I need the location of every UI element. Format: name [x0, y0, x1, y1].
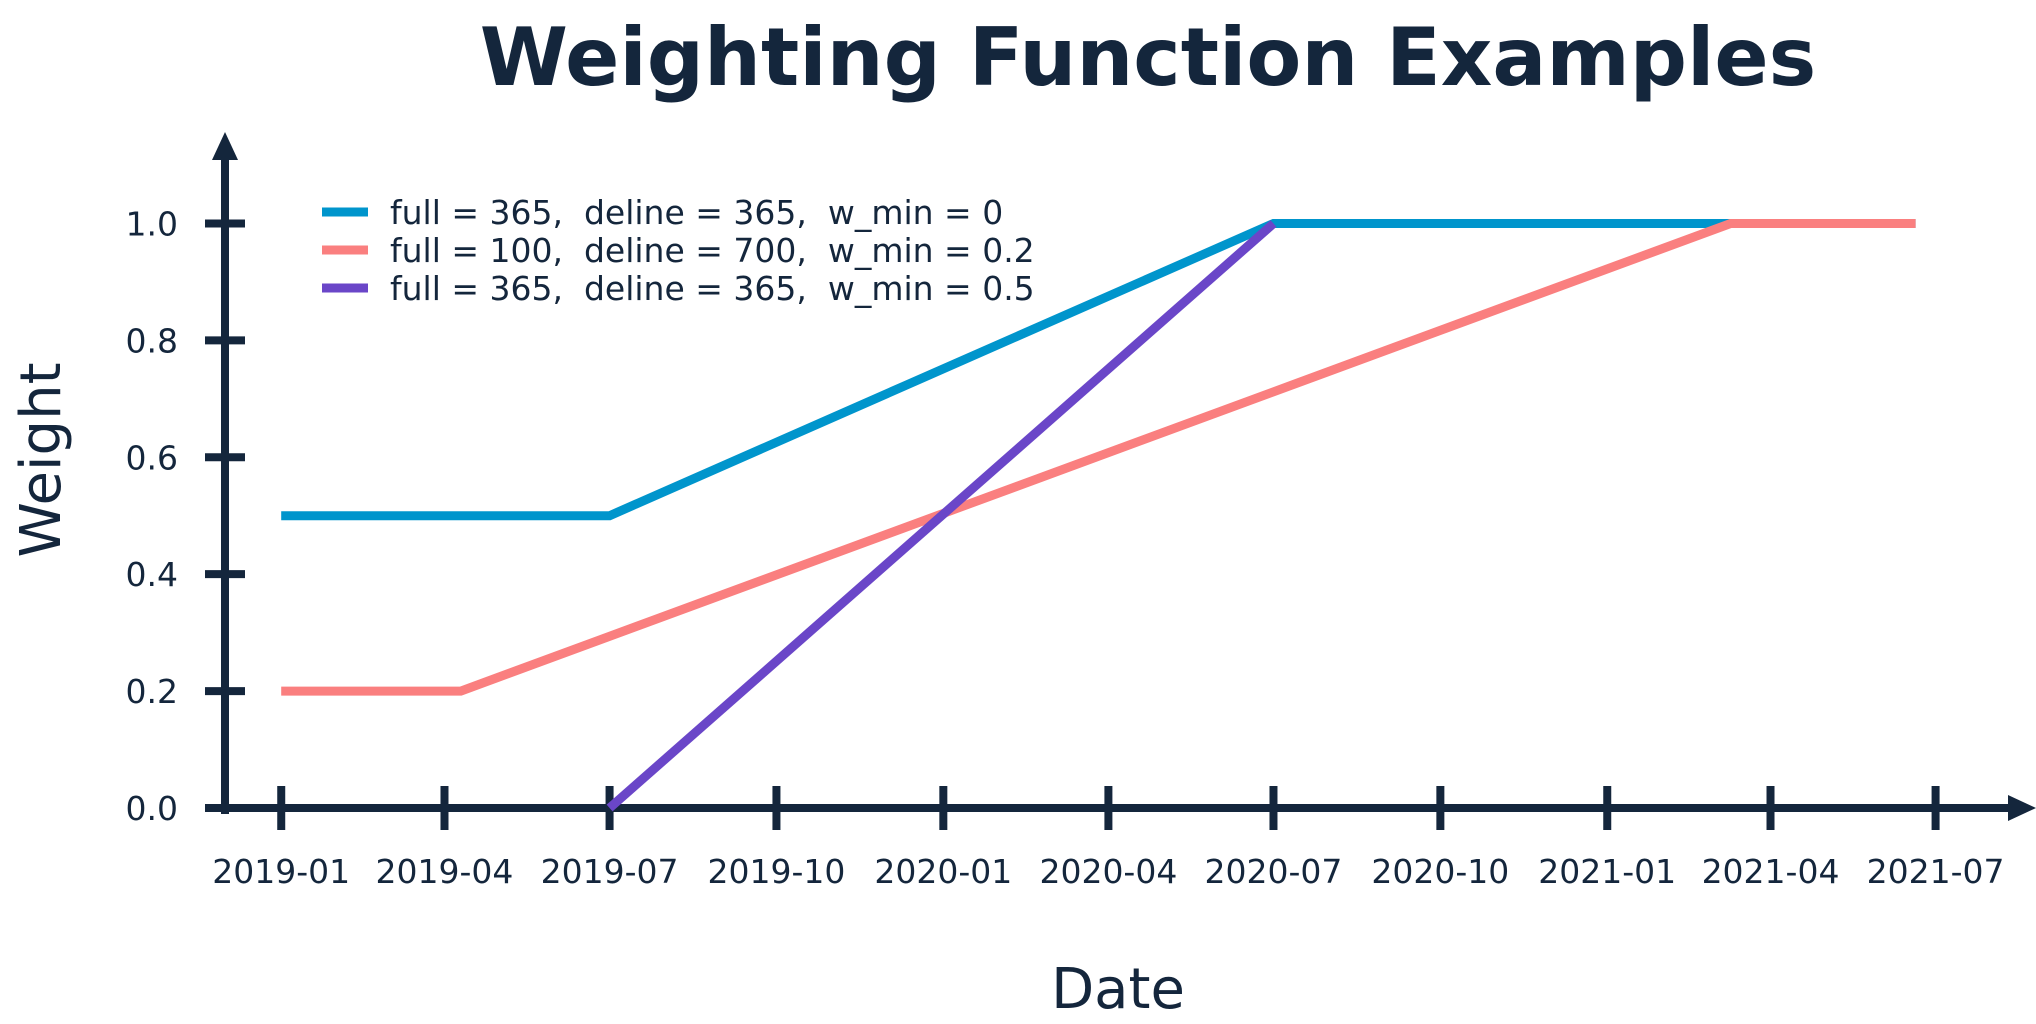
x-tick-label: 2019-04 — [376, 852, 514, 891]
x-tick-label: 2019-07 — [541, 852, 679, 891]
x-tick-label: 2020-01 — [874, 852, 1012, 891]
series-line-3 — [606, 220, 1277, 812]
x-tick-label: 2021-01 — [1538, 852, 1676, 891]
x-tick-label: 2020-07 — [1205, 852, 1343, 891]
legend-label-1: full = 365, deline = 365, w_min = 0 — [390, 193, 1003, 232]
x-axis-label: Date — [1051, 957, 1185, 1022]
chart-title: Weighting Function Examples — [480, 11, 1817, 104]
x-tick-label: 2020-10 — [1371, 852, 1509, 891]
series-line-1 — [281, 219, 1916, 521]
y-tick-label: 0.2 — [126, 672, 178, 711]
y-tick-label: 0.6 — [126, 438, 178, 477]
y-axis-arrow — [212, 132, 238, 160]
y-axis-label: Weight — [9, 362, 74, 557]
x-tick-label: 2021-07 — [1867, 852, 2005, 891]
x-tick-label: 2019-01 — [212, 852, 350, 891]
y-tick-label: 0.4 — [126, 555, 178, 594]
y-tick-label: 0.8 — [126, 321, 178, 360]
y-tick-label: 1.0 — [126, 204, 178, 243]
series-line-2 — [281, 219, 1916, 696]
legend-label-3: full = 365, deline = 365, w_min = 0.5 — [390, 269, 1035, 308]
legend-label-2: full = 100, deline = 700, w_min = 0.2 — [390, 231, 1035, 270]
x-axis-arrow — [2008, 795, 2036, 821]
x-tick-label: 2020-04 — [1039, 852, 1177, 891]
y-tick-label: 0.0 — [126, 789, 178, 828]
x-tick-label: 2021-04 — [1702, 852, 1840, 891]
axes: 0.0 0.2 0.4 0.6 0.8 1.0 2019-01 2019-04 2019-07 2… — [126, 132, 2036, 891]
legend: full = 365, deline = 365, w_min = 0full … — [322, 193, 1035, 308]
x-tick-label: 2019-10 — [708, 852, 846, 891]
series-lines — [281, 219, 1916, 812]
